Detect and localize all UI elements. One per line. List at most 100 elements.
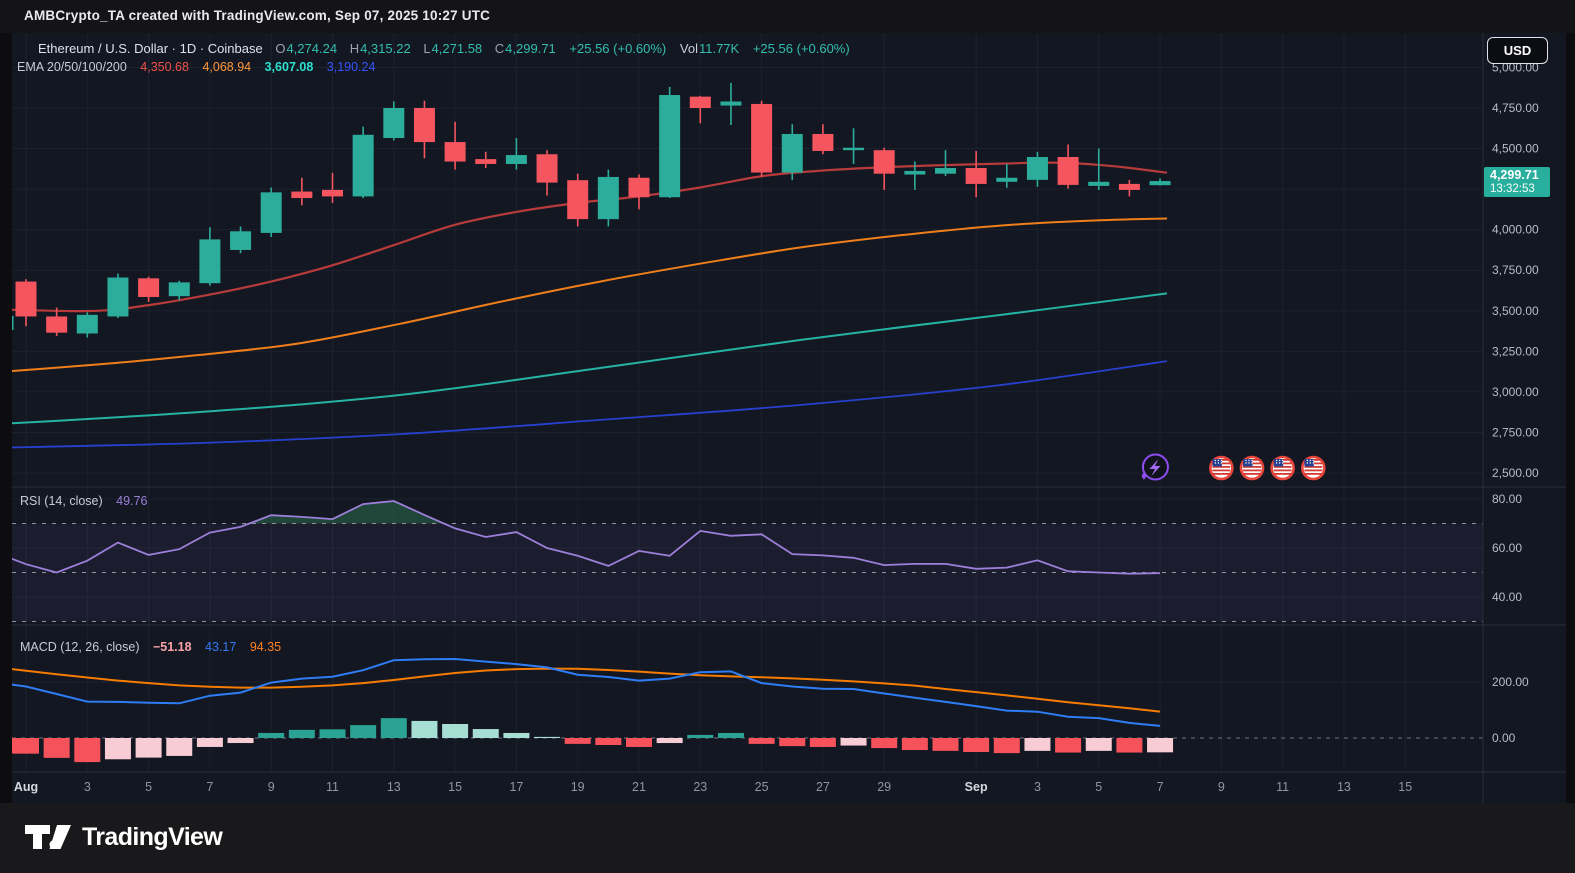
macd-hist-bar	[472, 729, 499, 738]
macd-hist-bar	[288, 729, 315, 738]
candle-body-sep-2	[996, 177, 1018, 182]
time-axis[interactable]: Aug 3 5 7 9 11 13 15 17 19 21 23 25 27 29 Sep 3 5 7 9 11 13 15	[14, 780, 1412, 794]
last-price-value: 4,299.71	[1490, 168, 1539, 182]
currency-button[interactable]: USD	[1487, 37, 1548, 64]
time-axis-label: 19	[571, 780, 585, 794]
macd-hist-bar	[1085, 738, 1112, 751]
macd-hist-bar	[74, 738, 101, 763]
price-axis-label: 3,750.00	[1492, 263, 1539, 277]
candle-body-aug-29	[873, 150, 895, 174]
macd-hist-bar	[564, 738, 591, 744]
lightning-event-icon[interactable]	[1141, 453, 1169, 481]
candle-body-aug-3	[76, 314, 98, 334]
candle-body-aug-26	[781, 133, 803, 173]
macd-hist-bar	[595, 738, 622, 745]
rsi-value: 49.76	[116, 494, 148, 508]
candle-body-aug-10	[291, 191, 313, 199]
candle-body-sep-1	[965, 168, 987, 184]
us-flag-event-icon[interactable]	[1239, 455, 1265, 481]
watermark-bar: AMBCrypto_TA created with TradingView.co…	[0, 0, 1575, 33]
macd-hist-bar	[227, 738, 254, 744]
macd-hist-bar	[319, 729, 346, 738]
macd-hist-bar	[963, 738, 990, 752]
macd-hist-bar	[534, 736, 561, 738]
price-axis[interactable]: 5,000.004,750.004,500.004,000.003,750.00…	[1492, 60, 1539, 745]
tradingview-logo-icon	[25, 825, 71, 849]
ema200-value: 3,190.24	[326, 60, 376, 74]
open-value: 4,274.24	[286, 41, 338, 56]
open-label: O	[275, 41, 286, 56]
macd-hist-bar	[1147, 738, 1174, 753]
rsi-band	[12, 523, 1483, 622]
candle-body-aug-30	[904, 170, 926, 175]
time-axis-label: 7	[206, 780, 213, 794]
candle-body-aug-16	[475, 159, 497, 164]
candle-body-aug-14	[413, 108, 435, 143]
close-label: C	[494, 41, 505, 56]
us-flag-event-icon[interactable]	[1301, 455, 1326, 481]
us-flag-event-icon[interactable]	[1270, 455, 1295, 481]
candle-body-aug-21	[628, 177, 650, 198]
macd-hist-bar	[748, 738, 775, 744]
price-axis-label: 3,500.00	[1492, 304, 1539, 318]
candle-body-sep-5	[1088, 181, 1110, 186]
macd-signal-line	[12, 667, 1161, 713]
macd-hist-bar	[840, 738, 867, 746]
macd-hist-bar	[626, 738, 652, 747]
ema50-value: 4,068.94	[202, 60, 252, 74]
time-axis-label: 25	[755, 780, 769, 794]
candle-body-jul-31	[12, 315, 14, 330]
rsi-legend[interactable]: RSI (14, close) 49.76	[20, 494, 147, 508]
event-markers	[1141, 453, 1326, 481]
high-label: H	[349, 41, 360, 56]
candle-body-aug-9	[260, 192, 282, 233]
last-price-label[interactable]: 4,299.71 13:32:53	[1484, 167, 1550, 197]
ema100-value: 3,607.08	[264, 60, 314, 74]
candles	[12, 82, 1171, 338]
candle-body-aug-25	[751, 103, 773, 173]
price-axis-label: 2,750.00	[1492, 425, 1539, 439]
macd-legend[interactable]: MACD (12, 26, close) −51.18 43.17 94.35	[20, 640, 281, 654]
rsi-axis-label: 80.00	[1492, 492, 1522, 506]
candle-body-sep-4	[1057, 156, 1079, 185]
macd-hist-bar	[871, 738, 898, 749]
time-axis-label: 13	[387, 780, 401, 794]
macd-hist-bar	[411, 720, 438, 738]
price-axis-label: 4,000.00	[1492, 223, 1539, 237]
candle-body-aug-8	[230, 231, 252, 250]
candle-body-aug-19	[567, 180, 589, 220]
price-axis-label: 2,500.00	[1492, 466, 1539, 480]
candle-body-aug-27	[812, 133, 834, 151]
low-label: L	[423, 41, 431, 56]
ema20-value: 4,350.68	[140, 60, 189, 74]
macd-hist-bar	[932, 738, 959, 751]
candle-body-aug-24	[720, 101, 742, 106]
macd-hist-bar	[104, 738, 131, 760]
macd-hist-bar	[1116, 738, 1143, 753]
time-axis-label: 15	[1398, 780, 1412, 794]
time-axis-label: 15	[448, 780, 462, 794]
macd-axis-label: 0.00	[1492, 731, 1516, 745]
macd-signal-value: 94.35	[249, 640, 282, 654]
ema50-line	[12, 217, 1168, 372]
time-axis-label: Sep	[965, 780, 988, 794]
symbol-legend[interactable]: Ethereum / U.S. Dollar · 1D · Coinbase O…	[38, 41, 850, 56]
macd-hist-bar	[503, 732, 530, 738]
macd-main-line	[12, 657, 1161, 727]
candle-body-aug-17	[505, 155, 527, 164]
time-axis-label: 9	[268, 780, 275, 794]
rsi-pane	[12, 500, 1483, 622]
ema200-line	[12, 360, 1168, 449]
candle-body-aug-15	[444, 142, 466, 162]
ema100-line	[12, 292, 1168, 425]
candle-body-aug-18	[536, 154, 558, 183]
macd-hist-value: −51.18	[152, 640, 192, 654]
time-axis-label: 9	[1218, 780, 1225, 794]
ema-legend[interactable]: EMA 20/50/100/200 4,350.68 4,068.94 3,60…	[17, 60, 375, 74]
macd-hist-bar	[166, 738, 193, 756]
us-flag-event-icon[interactable]	[1209, 455, 1234, 481]
tradingview-logo[interactable]: TradingView	[24, 820, 223, 854]
rsi-axis-label: 60.00	[1492, 541, 1522, 555]
